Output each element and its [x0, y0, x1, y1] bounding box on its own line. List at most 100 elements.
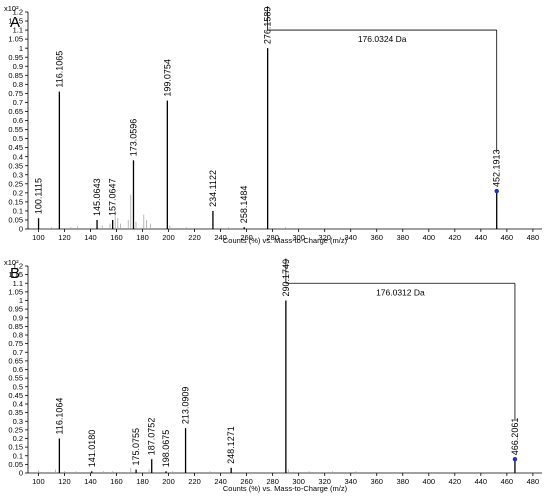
y-tick-label: 0.85	[8, 322, 23, 331]
x-tick-label: 120	[58, 477, 71, 486]
y-tick-label: 1.05	[8, 287, 23, 296]
y-tick-label: 0.6	[13, 365, 23, 374]
peak-label: 116.1065	[54, 51, 64, 88]
precursor-marker	[494, 188, 499, 194]
y-tick-label: 0.8	[13, 331, 23, 340]
peak-label: 175.0755	[131, 428, 141, 466]
y-tick-label: 0.15	[8, 443, 23, 452]
x-tick-label: 300	[292, 477, 305, 486]
y-tick-label: 0.05	[8, 216, 23, 225]
y-tick-label: 0.35	[8, 161, 23, 170]
precursor-marker	[512, 457, 518, 462]
y-tick-label: 0.35	[8, 408, 23, 417]
peak-label: 157.0647	[108, 178, 118, 216]
peak-label: 100.1115	[34, 178, 44, 214]
y-tick-label: 0.45	[8, 143, 23, 152]
x-tick-label: 440	[475, 477, 488, 486]
x-tick-label: 200	[162, 477, 175, 486]
y-tick-label: 1.15	[8, 17, 23, 26]
neutral-loss-label: 176.0312 Da	[376, 287, 425, 297]
y-tick-label: 0.25	[8, 179, 23, 188]
y-tick-label: 0.1	[13, 207, 23, 216]
x-tick-label: 400	[423, 233, 436, 242]
x-tick-label: 460	[501, 477, 514, 486]
peak-label: 173.0596	[128, 119, 138, 157]
x-tick-label: 240	[214, 233, 227, 242]
x-tick-label: 240	[214, 477, 227, 486]
y-tick-label: 0.9	[13, 62, 23, 71]
y-tick-label: 0.2	[13, 188, 23, 197]
x-tick-label: 140	[84, 233, 97, 242]
x-axis-title: Counts (%) vs. Mass-to-Charge (m/z)	[223, 236, 348, 245]
y-tick-label: 0.8	[13, 80, 23, 89]
x-axis-title: Counts (%) vs. Mass-to-Charge (m/z)	[223, 484, 348, 493]
x-tick-label: 360	[370, 233, 383, 242]
x-tick-label: 400	[423, 477, 436, 486]
y-tick-label: 0.05	[8, 460, 23, 469]
x-tick-label: 280	[266, 477, 279, 486]
spectrum-panel-b: Bx10²00.050.10.150.20.250.30.350.40.450.…	[4, 258, 542, 493]
peak-label: 141.0180	[87, 430, 97, 468]
x-tick-label: 180	[136, 233, 149, 242]
peak-label: 258.1484	[239, 186, 249, 224]
x-tick-label: 420	[449, 477, 462, 486]
x-tick-label: 100	[32, 233, 45, 242]
y-tick-label: 0	[19, 225, 23, 234]
y-tick-label: 1.2	[13, 8, 23, 17]
x-tick-label: 340	[344, 233, 357, 242]
y-tick-label: 0.65	[8, 356, 23, 365]
y-tick-label: 0.65	[8, 107, 23, 116]
y-tick-label: 0.75	[8, 339, 23, 348]
y-tick-label: 1.1	[13, 26, 23, 35]
y-tick-label: 0.5	[13, 382, 23, 391]
x-tick-label: 360	[370, 477, 383, 486]
x-tick-label: 100	[32, 477, 45, 486]
x-tick-label: 180	[136, 477, 149, 486]
peak-label: 199.0754	[162, 59, 172, 97]
y-tick-label: 0.6	[13, 116, 23, 125]
y-tick-label: 0.9	[13, 313, 23, 322]
peak-label: 248.1271	[226, 426, 236, 464]
y-axis-unit-label: x10²	[4, 258, 19, 267]
y-tick-label: 0.3	[13, 170, 23, 179]
y-tick-label: 0.3	[13, 417, 23, 426]
peak-label: 466.2061	[510, 418, 520, 456]
y-tick-label: 0.1	[13, 451, 23, 460]
x-tick-label: 480	[527, 233, 540, 242]
peak-label: 198.0675	[161, 430, 171, 468]
x-tick-label: 440	[475, 233, 488, 242]
y-tick-label: 0.15	[8, 197, 23, 206]
y-tick-label: 0.7	[13, 348, 23, 357]
x-tick-label: 420	[449, 233, 462, 242]
y-tick-label: 0.7	[13, 98, 23, 107]
y-tick-label: 0.85	[8, 71, 23, 80]
x-tick-label: 380	[397, 477, 410, 486]
y-tick-label: 1.05	[8, 35, 23, 44]
y-tick-label: 1.15	[8, 270, 23, 279]
x-tick-label: 300	[292, 233, 305, 242]
peak-label: 187.0752	[147, 418, 157, 456]
x-tick-label: 160	[110, 233, 123, 242]
y-tick-label: 0.5	[13, 134, 23, 143]
x-tick-label: 320	[318, 233, 331, 242]
x-tick-label: 260	[240, 477, 253, 486]
y-tick-label: 1	[19, 296, 23, 305]
y-tick-label: 0.55	[8, 374, 23, 383]
y-tick-label: 0.4	[13, 400, 23, 409]
y-tick-label: 1	[19, 44, 23, 53]
panel-letter: B	[10, 265, 20, 282]
y-tick-label: 0.75	[8, 89, 23, 98]
y-tick-label: 0.2	[13, 434, 23, 443]
neutral-loss-label: 176.0324 Da	[358, 34, 407, 44]
x-tick-label: 380	[397, 233, 410, 242]
y-axis-unit-label: x10²	[4, 4, 19, 13]
y-tick-label: 0.55	[8, 125, 23, 134]
peak-label: 145.0643	[92, 178, 102, 216]
peak-label: 452.1913	[492, 149, 502, 187]
y-tick-label: 0.95	[8, 305, 23, 314]
panel-letter: A	[10, 14, 20, 31]
x-tick-label: 200	[162, 233, 175, 242]
x-tick-label: 280	[266, 233, 279, 242]
